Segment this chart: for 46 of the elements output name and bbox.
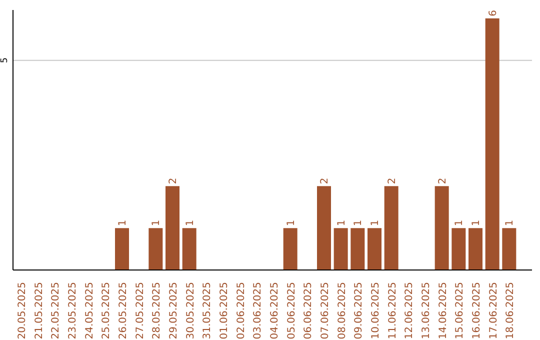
x-tick-label: 09.06.2025 — [354, 282, 365, 340]
x-tick-label: 31.05.2025 — [202, 282, 214, 340]
data-label: 2 — [168, 178, 179, 184]
x-tick-label: 27.05.2025 — [134, 282, 146, 340]
data-label: 1 — [336, 220, 348, 226]
x-tick-label: 28.05.2025 — [152, 282, 163, 340]
x-tick-label: 21.05.2025 — [34, 282, 45, 340]
x-tick-label: 26.05.2025 — [118, 282, 129, 340]
data-label: 2 — [320, 178, 330, 184]
data-label: 1 — [286, 220, 297, 226]
x-tick-label: 01.06.2025 — [218, 282, 230, 340]
x-tick-label: 29.05.2025 — [168, 282, 180, 340]
x-tick-label: 20.05.2025 — [16, 282, 28, 340]
x-tick-label: 30.05.2025 — [185, 282, 196, 340]
x-tick-label: 06.06.2025 — [303, 282, 314, 340]
data-label: 1 — [151, 220, 162, 226]
data-label: 6 — [488, 10, 499, 16]
x-tick-label: 25.05.2025 — [101, 282, 112, 340]
x-tick-label: 14.06.2025 — [438, 282, 449, 340]
x-tick-label: 03.06.2025 — [252, 282, 264, 340]
data-label: 2 — [386, 178, 398, 184]
data-label: 1 — [184, 220, 196, 226]
data-label: 1 — [471, 220, 482, 226]
x-tick-label: 08.06.2025 — [336, 282, 348, 340]
data-label: 1 — [353, 220, 364, 226]
data-label: 1 — [370, 220, 381, 226]
x-tick-label: 11.06.2025 — [387, 282, 398, 340]
x-tick-label: 10.06.2025 — [370, 282, 382, 340]
x-tick-label: 18.06.2025 — [505, 282, 516, 340]
x-tick-label: 17.06.2025 — [488, 282, 500, 340]
x-tick-label: 13.06.2025 — [420, 282, 432, 340]
data-label: 1 — [454, 220, 466, 226]
x-tick-label: 22.05.2025 — [50, 282, 62, 340]
x-tick-label: 24.05.2025 — [84, 282, 96, 340]
x-tick-label: 05.06.2025 — [286, 282, 298, 340]
x-tick-label: 23.05.2025 — [67, 282, 78, 340]
x-tick-label: 12.06.2025 — [404, 282, 416, 340]
x-tick-label: 16.06.2025 — [471, 282, 482, 340]
data-label: 2 — [437, 178, 448, 184]
data-label: 1 — [504, 220, 516, 226]
x-tick-label: 15.06.2025 — [454, 282, 466, 340]
x-tick-label: 04.06.2025 — [269, 282, 280, 340]
x-tick-label: 02.06.2025 — [236, 282, 247, 340]
x-tick-label: 07.06.2025 — [320, 282, 331, 340]
data-label: 1 — [118, 220, 128, 226]
y-tick-label: 5 — [0, 57, 10, 64]
